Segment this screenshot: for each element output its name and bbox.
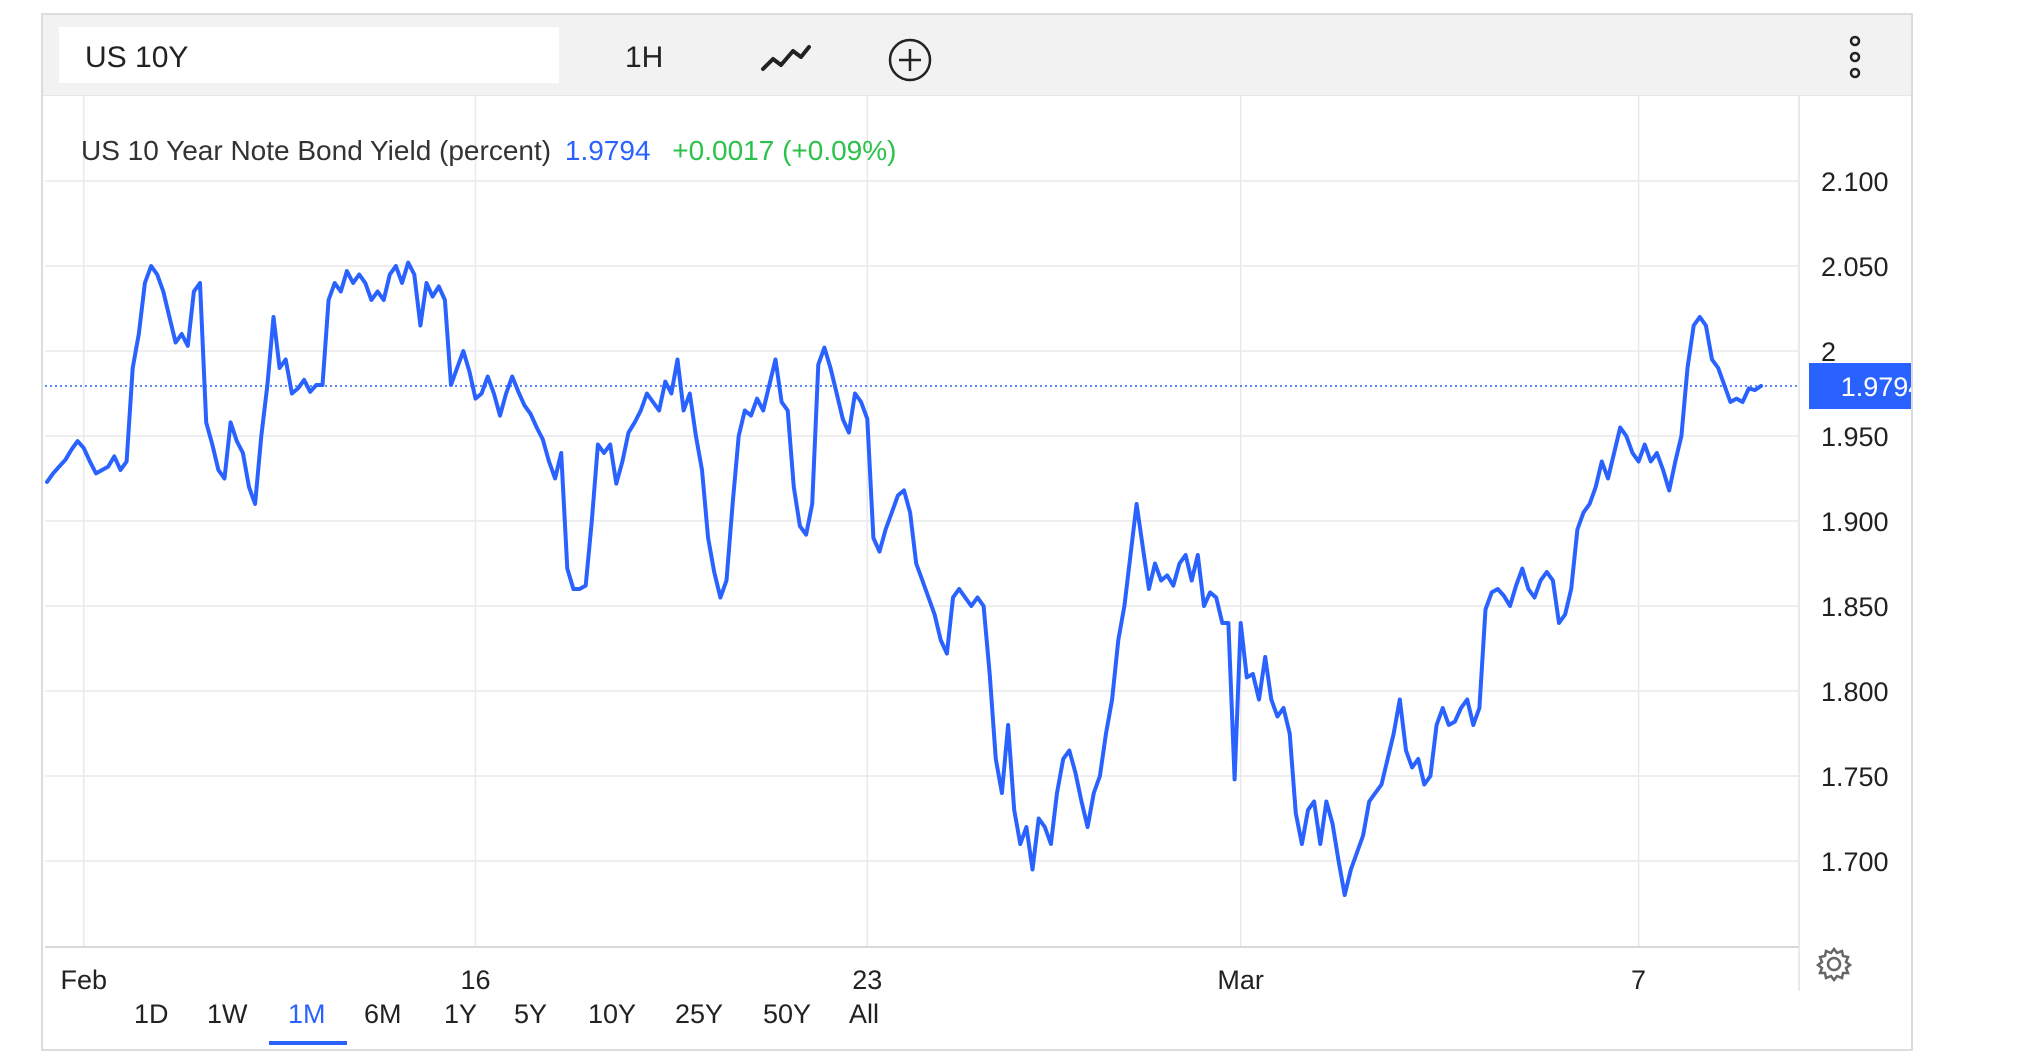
x-tick-label: 7 bbox=[1631, 965, 1646, 995]
active-range-indicator bbox=[269, 1041, 347, 1045]
range-10y[interactable]: 10Y bbox=[588, 999, 637, 1029]
more-vertical-icon[interactable] bbox=[1843, 35, 1867, 79]
last-price-badge bbox=[1809, 363, 1911, 410]
x-tick-label: Mar bbox=[1217, 965, 1264, 995]
symbol-search-box[interactable]: US 10Y bbox=[59, 27, 559, 83]
range-50y[interactable]: 50Y bbox=[763, 999, 812, 1029]
price-chart[interactable]: 2.100 2.050 2 1.950 1.900 1.850 1.800 1.750 1.70… bbox=[43, 15, 1911, 1049]
axes: 2.100 2.050 2 1.950 1.900 1.850 1.800 1.750 1.70… bbox=[45, 95, 1889, 995]
range-1d[interactable]: 1D bbox=[134, 999, 169, 1029]
series-layer bbox=[45, 260, 1763, 897]
range-all[interactable]: All bbox=[849, 999, 880, 1029]
x-tick-label: 16 bbox=[460, 965, 490, 995]
legend-symbol-name: US 10 Year Note Bond Yield (percent) bbox=[81, 135, 552, 166]
chart-toolbar: US 10Y 1H bbox=[43, 15, 1911, 96]
gear-icon[interactable] bbox=[1815, 946, 1853, 983]
range-1m[interactable]: 1M bbox=[288, 999, 326, 1029]
range-1y[interactable]: 1Y bbox=[444, 999, 478, 1029]
x-tick-label: Feb bbox=[60, 965, 107, 995]
interval-button[interactable]: 1H bbox=[625, 41, 664, 74]
y-tick-label: 1.700 bbox=[1821, 847, 1889, 877]
grid bbox=[45, 95, 1799, 947]
range-25y[interactable]: 25Y bbox=[675, 999, 724, 1029]
y-tick-label: 1.800 bbox=[1821, 677, 1889, 707]
range-6m[interactable]: 6M bbox=[364, 999, 402, 1029]
last-price-label: 1.9794 bbox=[1841, 372, 1911, 402]
plus-circle-icon[interactable] bbox=[887, 37, 933, 83]
y-tick-label: 1.850 bbox=[1821, 592, 1889, 622]
series-line bbox=[45, 260, 1763, 897]
symbol-label: US 10Y bbox=[85, 41, 189, 74]
chart-widget: 2.100 2.050 2 1.950 1.900 1.850 1.800 1.750 1.70… bbox=[41, 13, 1913, 1051]
line-chart-icon[interactable] bbox=[761, 41, 811, 75]
y-tick-label: 1.750 bbox=[1821, 762, 1889, 792]
legend-price: 1.9794 bbox=[564, 135, 651, 166]
y-tick-label: 2.100 bbox=[1821, 167, 1889, 197]
y-tick-label: 1.900 bbox=[1821, 507, 1889, 537]
y-tick-label: 2.050 bbox=[1821, 252, 1889, 282]
x-tick-label: 23 bbox=[852, 965, 882, 995]
y-tick-label: 2 bbox=[1821, 337, 1836, 367]
y-tick-label: 1.950 bbox=[1821, 422, 1889, 452]
last-price-layer: 1.9794 bbox=[45, 363, 1911, 410]
range-1w[interactable]: 1W bbox=[207, 999, 248, 1029]
range-5y[interactable]: 5Y bbox=[514, 999, 548, 1029]
legend-change: +0.0017 (+0.09%) bbox=[672, 135, 897, 166]
chart-legend: US 10 Year Note Bond Yield (percent) 1.9… bbox=[81, 135, 896, 167]
